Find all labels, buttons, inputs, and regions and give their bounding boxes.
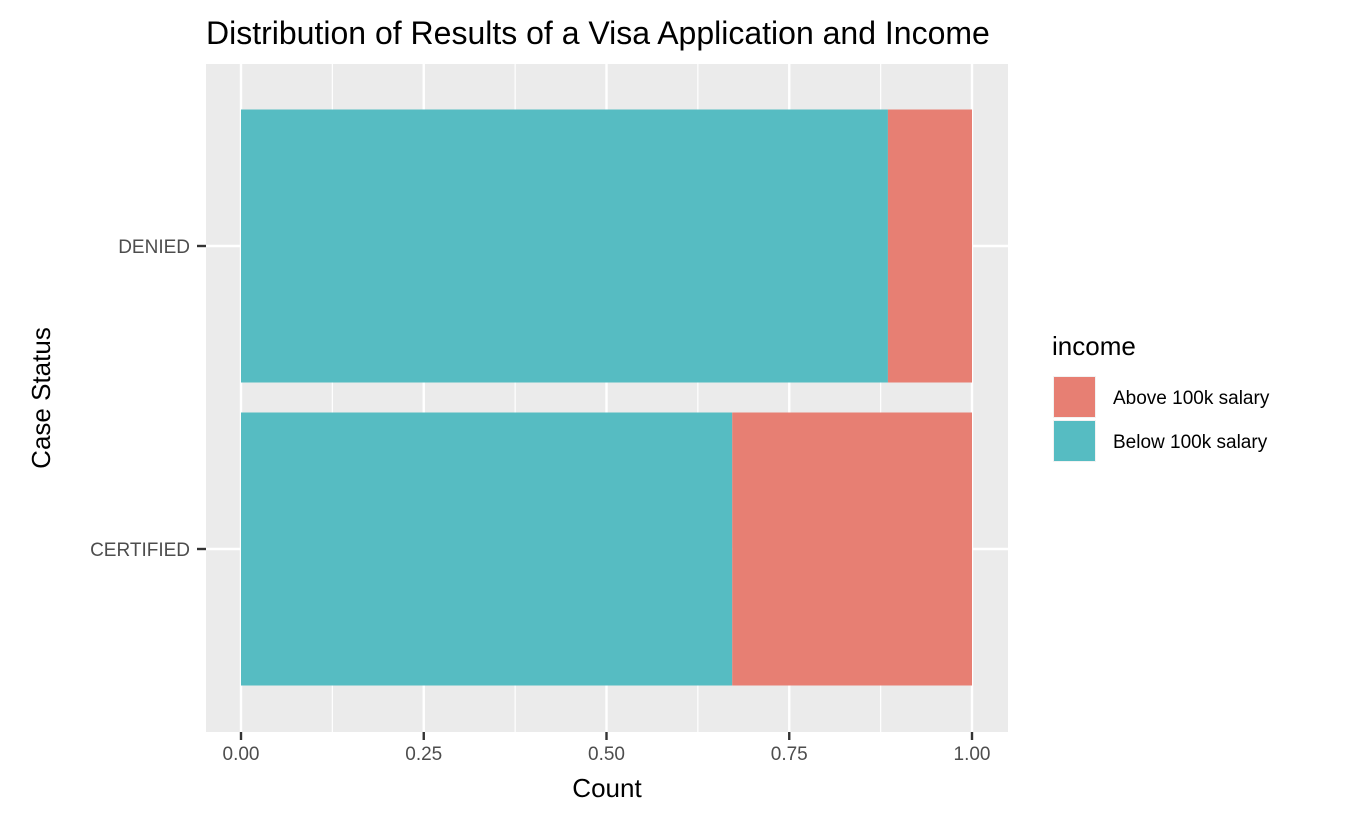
x-tick-label: 1.00 [954, 744, 991, 765]
x-axis: 0.00 0.25 0.50 0.75 1.00 [223, 732, 991, 765]
chart-title: Distribution of Results of a Visa Applic… [206, 15, 990, 51]
y-tick-label: DENIED [118, 237, 190, 258]
x-tick-label: 0.75 [771, 744, 808, 765]
y-axis: DENIED CERTIFIED [90, 237, 206, 561]
legend: income Above 100k salary Below 100k salar… [1052, 331, 1270, 462]
legend-swatch [1054, 377, 1095, 417]
bar-certified-above-100k-salary [732, 412, 972, 686]
legend-items: Above 100k salary Below 100k salary [1053, 376, 1270, 462]
legend-title: income [1052, 331, 1136, 361]
bar-denied-above-100k-salary [887, 109, 972, 383]
bar-denied-below-100k-salary [241, 109, 888, 383]
x-tick-label: 0.25 [405, 744, 442, 765]
legend-swatch [1054, 421, 1095, 461]
y-tick-label: CERTIFIED [90, 540, 190, 561]
x-tick-label: 0.00 [223, 744, 260, 765]
bars-group [241, 109, 972, 686]
y-axis-title: Case Status [26, 327, 56, 469]
bar-certified-below-100k-salary [241, 412, 733, 686]
legend-label: Above 100k salary [1113, 388, 1270, 409]
x-tick-label: 0.50 [588, 744, 625, 765]
legend-label: Below 100k salary [1113, 432, 1268, 453]
x-axis-title: Count [572, 773, 642, 803]
